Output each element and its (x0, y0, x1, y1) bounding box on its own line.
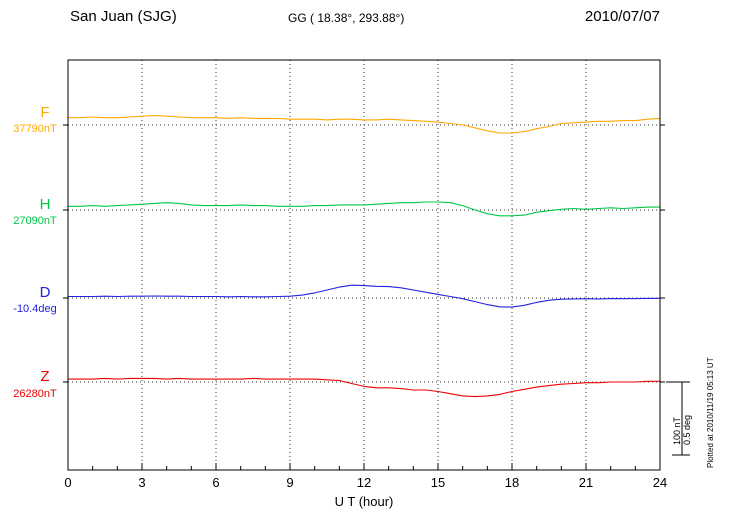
plotted-at-note: Plotted at 2010/11/19 05:13 UT (706, 357, 715, 468)
scale-bar-label: 100 nT 0.5 deg (672, 415, 692, 445)
station-title: San Juan (SJG) (70, 8, 177, 25)
series-label-d: D (39, 284, 51, 301)
plot-date: 2010/07/07 (584, 8, 660, 25)
x-tick-label: 24 (652, 475, 668, 490)
x-tick-label: 15 (430, 475, 446, 490)
geographic-coordinates: GG ( 18.38°, 293.88°) (288, 11, 405, 25)
x-tick-label: 18 (504, 475, 520, 490)
series-label-z: Z (40, 368, 50, 385)
x-tick-label: 12 (356, 475, 372, 490)
baseline-value-f: 37790nT (13, 123, 57, 135)
x-tick-label: 6 (212, 475, 220, 490)
x-tick-label: 3 (138, 475, 146, 490)
series-label-f: F (40, 104, 50, 121)
baseline-value-z: 26280nT (13, 388, 57, 400)
baseline-value-h: 27090nT (13, 215, 57, 227)
scale-05deg-label: 0.5 deg (682, 414, 692, 445)
baseline-value-d: -10.4deg (13, 303, 57, 315)
x-axis-label: U T (hour) (334, 494, 394, 509)
scale-100nt-label: 100 nT (672, 416, 682, 445)
x-tick-label: 21 (578, 475, 594, 490)
series-label-h: H (39, 196, 51, 213)
x-tick-label: 9 (286, 475, 294, 490)
x-tick-label: 0 (64, 475, 72, 490)
